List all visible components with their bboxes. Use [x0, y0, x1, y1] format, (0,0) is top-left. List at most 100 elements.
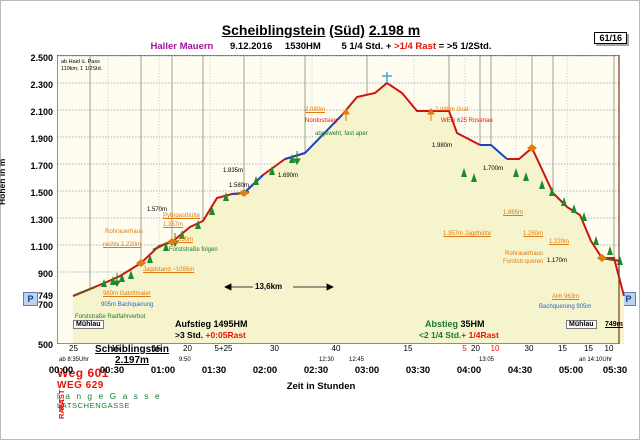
waypoint-1980m: 1.980m — [432, 143, 453, 149]
segment-minutes-3: 15 — [152, 344, 161, 353]
total-time-label: = >5 1/2Std. — [438, 41, 492, 52]
segment-minutes-11: 10 — [490, 344, 500, 353]
ytick-1500: 1.500 — [30, 188, 53, 198]
waypoint-2080m-grat: 2.080m Grat — [435, 107, 469, 113]
waypoint-forststr-queren: Forststr.queren — [503, 259, 544, 265]
segment-minutes-7: 40 — [331, 344, 341, 353]
x-axis-ticks: 00:00 00:30 01:00 01:30 02:00 02:30 03:0… — [1, 365, 640, 381]
segment-minutes-5: 5+25 — [214, 344, 233, 353]
segment-minutes-10: 20 — [471, 344, 480, 353]
x-axis-label: Zeit in Stunden — [286, 381, 356, 392]
waypoint-1570m: 1.570m — [147, 207, 168, 213]
clock-note-start: ab 8:35Uhr — [59, 357, 89, 363]
waypoint-1865m: 1.865m — [503, 210, 524, 216]
end-place-label: Mühlau — [566, 320, 597, 329]
segment-minutes-13: 15 — [558, 344, 567, 353]
ytick-749: 749 — [37, 291, 53, 301]
subtitle-row: Haller Mauern 9.12.2016 1530HM 5 1/4 Std… — [1, 41, 640, 52]
date-label: 9.12.2016 — [230, 41, 273, 52]
parking-badge-left: P — [23, 292, 38, 306]
distance-arrow — [224, 283, 334, 291]
ascent-summary-time: >3 Std. +0:05Rast — [175, 330, 246, 340]
plot-border — [57, 55, 620, 344]
waypoint-1835m: 1.835m — [223, 168, 244, 174]
xtick-0200: 02:00 — [252, 365, 278, 376]
waypoint-rohrauerhaus-down: Rohrauerhaus — [505, 251, 544, 257]
xtick-0430: 04:30 — [507, 365, 533, 376]
descent-summary-time: <2 1/4 Std.+ 1/4Rast — [419, 330, 499, 340]
descent-rest-value: 1/4Rast — [468, 330, 499, 340]
ascent-summary-title: Aufstieg 1495HM — [175, 319, 248, 329]
segment-minutes-4: 20 — [183, 344, 192, 353]
waypoint-pyhrgasthuette-elev: 1.357m — [163, 222, 184, 228]
xtick-0330: 03:30 — [405, 365, 431, 376]
waypoint-forststrasse-folgen: Forststraße folgen — [169, 247, 218, 253]
waypoint-1170m: 1.170m — [547, 258, 568, 264]
end-elevation-label: 749m — [605, 321, 623, 328]
xtick-0100: 01:00 — [150, 365, 176, 376]
xtick-0300: 03:00 — [354, 365, 380, 376]
approach-note-box: ab Haid ü. Pass 119km; 1 1/2Std. — [61, 59, 103, 73]
waypoint-905m-bachquerung: 905m Bachquerung — [101, 302, 154, 308]
x-axis-segment-minutes: 25 15 15 20 5+25 30 40 15 5 20 10 30 15 … — [57, 344, 629, 359]
waypoint-rohrauerhaus-up: Rohrauerhaus — [105, 229, 144, 235]
tree-markers — [101, 154, 623, 287]
xtick-0000: 00:00 — [48, 365, 74, 376]
descent-time-value: <2 1/4 Std.+ — [419, 330, 467, 340]
profile-svg — [57, 55, 625, 344]
total-hm-label: 1530HM — [284, 41, 321, 52]
segment-minutes-2: 15 — [111, 344, 120, 353]
waypoint-1700m: 1.700m — [483, 166, 504, 172]
title-elevation: 2.198 m — [368, 22, 421, 38]
start-place-label: Mühlau — [73, 320, 104, 329]
waypoint-1250m-up: 1.250m — [173, 237, 194, 243]
waypoint-abgeweht: abgeweht, fast aper — [315, 131, 368, 137]
segment-minutes-9: 5 — [462, 344, 467, 353]
clock-note-1305: 13:05 — [479, 357, 495, 363]
clock-note-950: 9:50 — [179, 357, 191, 363]
waypoint-960m-gatsttmaier: 960m Gatsttmaier — [103, 291, 151, 297]
xtick-0030: 00:30 — [99, 365, 125, 376]
ytick-1100: 1.100 — [30, 242, 53, 252]
segment-minutes-15: 10 — [604, 344, 614, 353]
latschengasse-label: LATSCHENGASSE — [57, 401, 131, 410]
time-up-label: 5 1/4 Std. + — [341, 41, 392, 52]
waypoint-1220m-down: 1.220m — [549, 239, 570, 245]
waypoint-jagdstand-1095m: Jagdstand ~1095m — [143, 267, 195, 273]
ytick-2300: 2.300 — [30, 80, 53, 90]
xtick-0500: 05:00 — [558, 365, 584, 376]
clock-note-1245: 12:45 — [349, 357, 365, 363]
segment-minutes-6: 30 — [270, 344, 279, 353]
x-axis-clock-notes: ab 8:35Uhr 9:50 12:30 12:45 13:05 an 14:… — [1, 357, 640, 367]
waypoint-2080m-up: 2.080m — [305, 107, 326, 113]
xtick-0130: 01:30 — [201, 365, 227, 376]
y-axis-ticks: Höhen in m 2.500 2.300 2.100 1.900 1.700… — [0, 53, 53, 355]
title-main: Scheiblingstein — [221, 22, 326, 38]
title-paren: (Süd) — [329, 22, 365, 38]
lange-gasse-label: l a n g e G a s s e — [57, 391, 162, 401]
waypoint-1357m-jagdhuette: 1.357m Jagdhütte — [443, 231, 492, 237]
waypoint-nordostsieg: Nordostsieg — [305, 118, 338, 124]
ytick-500: 500 — [37, 340, 53, 350]
ytick-1300: 1.300 — [30, 215, 53, 225]
waypoint-alm-963m: Alm 963m — [552, 294, 580, 300]
elevation-track-blue-3 — [480, 144, 508, 160]
elevation-callout-arrows — [342, 108, 435, 121]
waypoint-1580m: 1.580m — [229, 183, 250, 189]
segment-minutes-8: 15 — [403, 344, 413, 353]
ascent-time-value: >3 Std. — [175, 330, 204, 340]
ytick-1700: 1.700 — [30, 161, 53, 171]
clock-note-end: an 14:10Uhr — [579, 357, 613, 363]
sheet-number-badge: 61/16 — [594, 32, 627, 44]
distance-label: 13,6km — [255, 282, 283, 291]
elevation-profile-plot: ab Haid ü. Pass 119km; 1 1/2Std. Scheibl… — [57, 55, 629, 419]
segment-minutes-12: 30 — [524, 344, 534, 353]
route-weg629-label: WEG 629 — [57, 380, 104, 391]
ascent-rest-value: +0:05Rast — [205, 330, 246, 340]
rest-label: >1/4 Rast — [394, 41, 437, 52]
ytick-2500: 2.500 — [30, 53, 53, 63]
elevation-track-red-2 — [341, 81, 481, 146]
segment-minutes-1: 25 — [69, 344, 78, 353]
waypoint-rechts-1220m: rechts 1.220m — [103, 242, 142, 248]
